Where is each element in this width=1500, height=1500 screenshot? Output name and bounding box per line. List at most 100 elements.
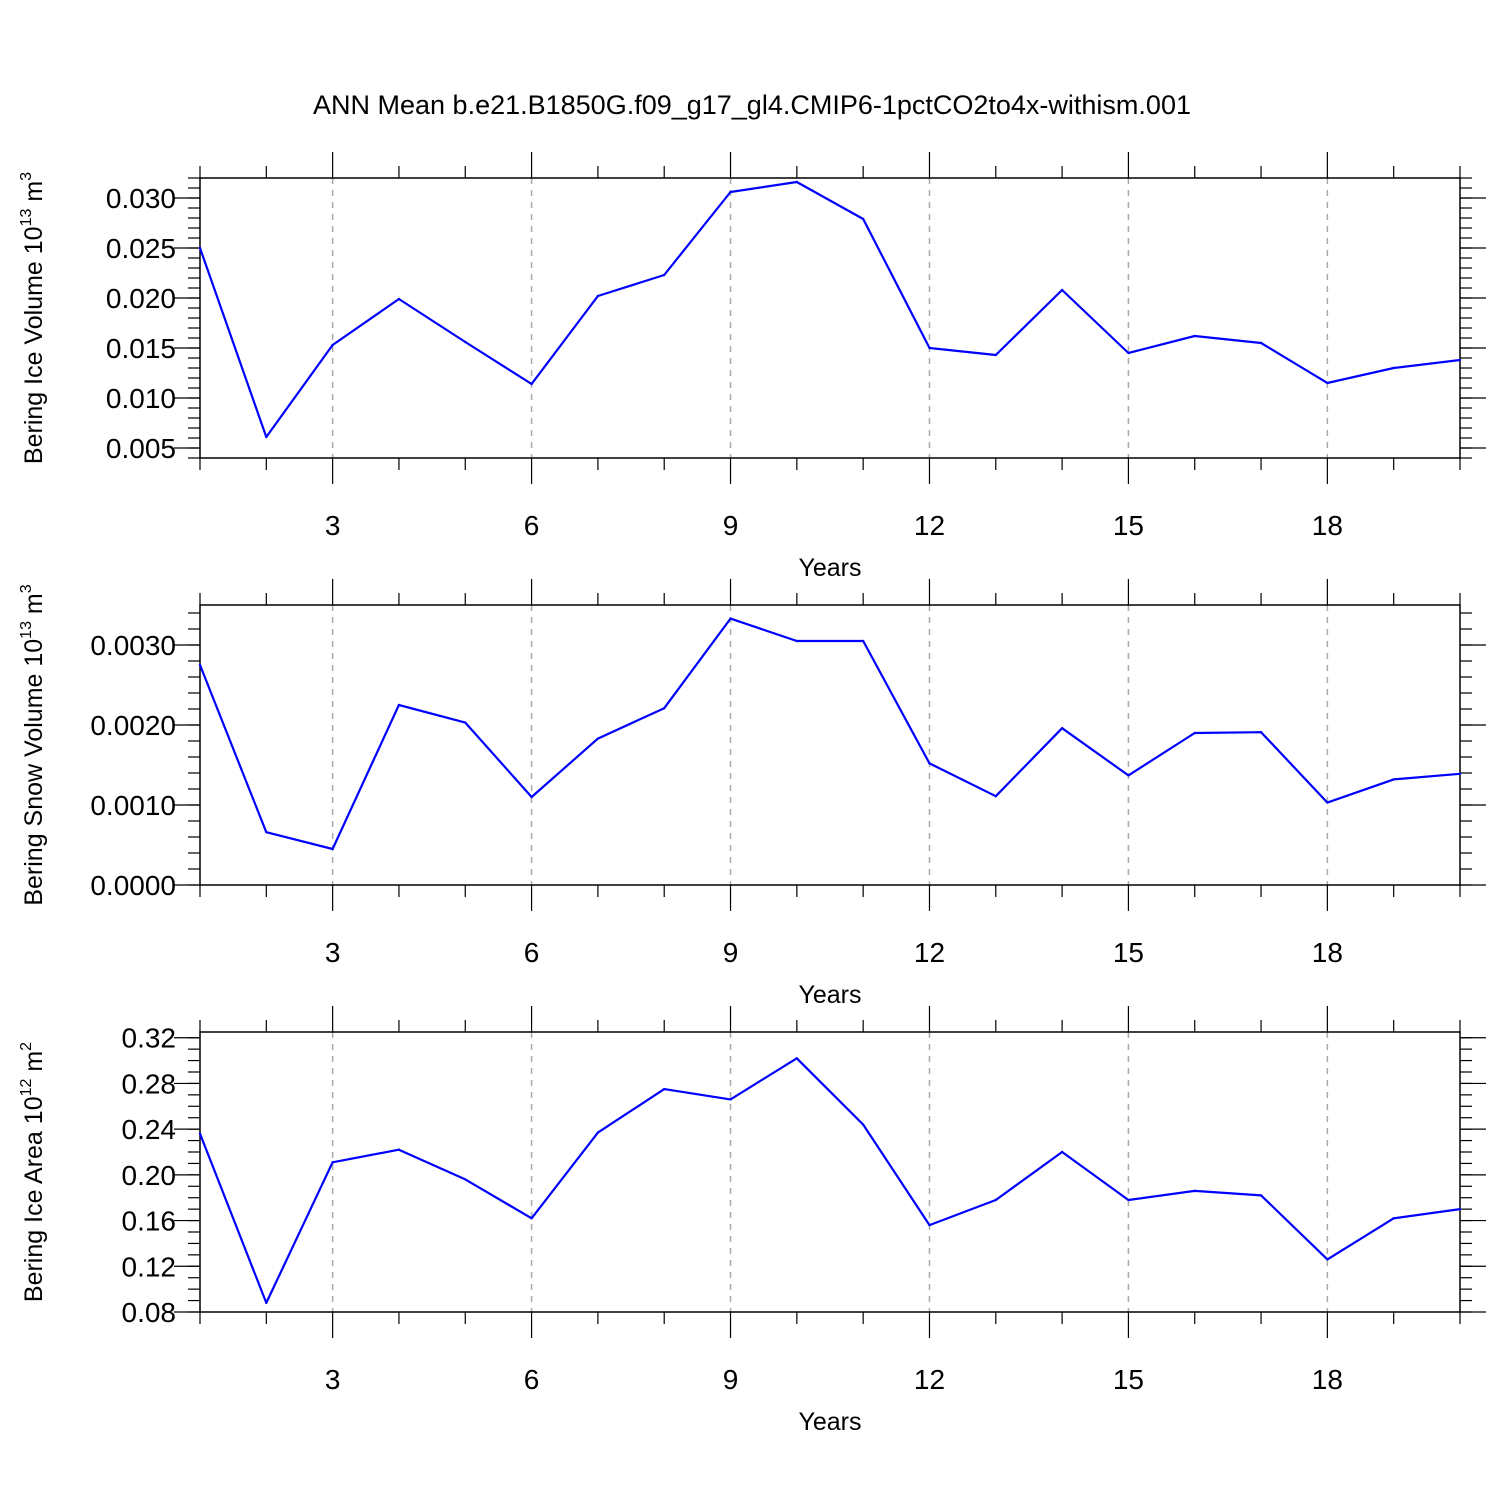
data-point (861, 639, 865, 643)
x-tick-label: 18 (1312, 937, 1343, 968)
x-tick-label: 15 (1113, 1364, 1144, 1395)
data-point (1127, 774, 1130, 777)
data-point (397, 1148, 401, 1151)
y-axis-label: Bering Ice Area 1012 m2 (18, 1042, 48, 1302)
data-point (1259, 1194, 1263, 1197)
y-tick-label: 0.030 (106, 183, 176, 214)
y-tick-label: 0.0020 (90, 710, 176, 741)
data-point (198, 246, 202, 250)
panel-ice-volume: 0.005 0.010 0.015 0.020 0.025 0.030 3 6 9 12 15 18 Y… (18, 152, 1486, 582)
data-point (1060, 288, 1064, 292)
x-tick-label: 12 (914, 510, 945, 541)
y-tick-label: 0.0000 (90, 870, 176, 901)
x-tick-label: 12 (914, 937, 945, 968)
data-point (596, 294, 600, 298)
data-point (530, 1217, 533, 1220)
x-tick-label: 6 (524, 937, 540, 968)
data-point (663, 1087, 666, 1091)
x-tick-label: 9 (723, 937, 739, 968)
data-point (1458, 772, 1462, 775)
data-point (1259, 341, 1263, 345)
data-point (1458, 1207, 1462, 1211)
data-point (861, 217, 865, 221)
data-point (1127, 351, 1130, 355)
y-tick-label: 0.16 (122, 1206, 177, 1237)
data-point (928, 1223, 931, 1227)
data-point (928, 762, 931, 765)
y-tick-label: 0.08 (122, 1297, 177, 1328)
data-point (397, 297, 401, 301)
data-point (1392, 778, 1395, 781)
plot-frame (199, 1031, 1461, 1313)
x-tick-label: 9 (723, 510, 739, 541)
data-point (464, 340, 467, 344)
data-point (1060, 1150, 1064, 1154)
data-point (795, 180, 799, 184)
x-tick-label: 18 (1312, 1364, 1343, 1395)
data-point (397, 703, 401, 707)
y-tick-label: 0.0010 (90, 790, 176, 821)
data-point (1326, 381, 1329, 385)
data-point (331, 343, 334, 347)
data-point (861, 1123, 865, 1126)
data-point (1326, 801, 1329, 804)
data-point (1193, 1189, 1196, 1193)
data-point (729, 190, 732, 194)
data-point (994, 795, 997, 798)
data-point (265, 831, 268, 834)
y-tick-label: 0.20 (122, 1160, 177, 1191)
data-point (1326, 1258, 1329, 1261)
data-point (729, 617, 732, 620)
data-point (729, 1098, 732, 1101)
data-point (1392, 366, 1395, 370)
data-point (663, 273, 666, 277)
y-tick-label: 0.28 (122, 1068, 177, 1099)
series-line (198, 617, 1461, 851)
data-point (464, 721, 467, 724)
x-tick-label: 18 (1312, 510, 1343, 541)
x-tick-label: 6 (524, 510, 540, 541)
x-tick-label: 12 (914, 1364, 945, 1395)
x-tick-label: 3 (325, 1364, 341, 1395)
y-axis-label: Bering Snow Volume 1013 m3 (18, 584, 48, 905)
x-tick-label: 3 (325, 937, 341, 968)
y-tick-label: 0.12 (122, 1251, 177, 1282)
data-point (331, 1161, 334, 1164)
panels: 0.005 0.010 0.015 0.020 0.025 0.030 3 6 9 12 15 18 Y… (18, 152, 1486, 1436)
data-point (994, 1198, 997, 1202)
data-point (265, 435, 268, 439)
y-tick-label: 0.24 (122, 1114, 177, 1145)
panel-ice-area: 0.08 0.12 0.16 0.20 0.24 0.28 0.32 3 6 9 12 15 18 Yea… (18, 1006, 1486, 1436)
panel-snow-volume: 0.0000 0.0010 0.0020 0.0030 3 6 9 12 15 18 Years Be… (18, 579, 1486, 1009)
y-tick-label: 0.005 (106, 433, 176, 464)
series-line (198, 1057, 1461, 1305)
series-line (198, 180, 1461, 439)
x-tick-label: 3 (325, 510, 341, 541)
data-point (1193, 334, 1196, 338)
data-point (994, 353, 997, 357)
x-axis-label: Years (798, 981, 861, 1009)
y-tick-label: 0.0030 (90, 630, 176, 661)
chart-title: ANN Mean b.e21.B1850G.f09_g17_gl4.CMIP6-… (313, 90, 1191, 120)
plot-frame (199, 604, 1461, 886)
data-point (1392, 1217, 1395, 1220)
data-point (928, 346, 931, 350)
data-point (1127, 1198, 1130, 1202)
y-tick-label: 0.015 (106, 333, 176, 364)
y-axis-label: Bering Ice Volume 1013 m3 (18, 172, 48, 464)
x-tick-label: 9 (723, 1364, 739, 1395)
y-tick-label: 0.025 (106, 233, 176, 264)
x-tick-label: 6 (524, 1364, 540, 1395)
data-point (464, 1178, 467, 1181)
y-tick-label: 0.32 (122, 1023, 177, 1054)
y-tick-label: 0.020 (106, 283, 176, 314)
data-point (596, 737, 600, 740)
data-point (198, 663, 202, 667)
data-point (663, 707, 666, 710)
x-tick-label: 15 (1113, 510, 1144, 541)
data-point (530, 795, 533, 799)
data-point (530, 382, 533, 386)
data-point (1193, 731, 1196, 735)
